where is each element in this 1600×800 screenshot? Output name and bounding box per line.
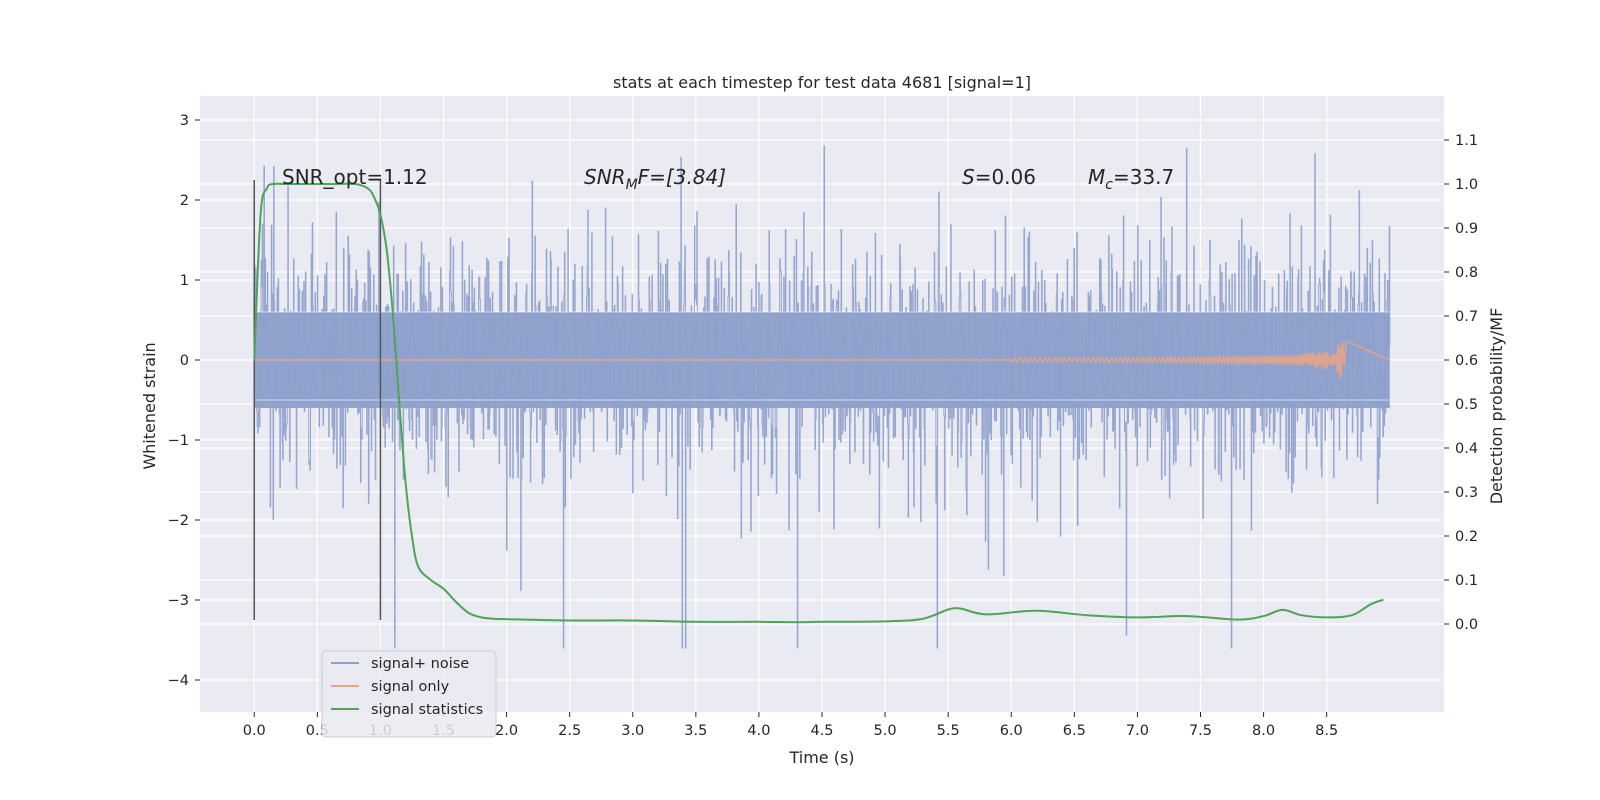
series-signal-statistics <box>253 182 1384 624</box>
x-tick-label: 3.5 <box>684 723 707 739</box>
x-axis-label: Time (s) <box>788 748 854 767</box>
x-tick-label: 5.5 <box>937 723 960 739</box>
x-tick-label: 2.5 <box>558 723 581 739</box>
y-left-tick-label: −1 <box>168 433 189 449</box>
y-right-tick-label: 0.0 <box>1455 617 1478 633</box>
chart-title: stats at each timestep for test data 468… <box>613 73 1031 92</box>
series-signal-only <box>254 340 1391 379</box>
y-right-tick-label: 0.4 <box>1455 441 1478 457</box>
x-tick-label: 4.5 <box>810 723 833 739</box>
y-left-tick-label: −3 <box>168 593 189 609</box>
x-tick-label: 4.0 <box>747 723 770 739</box>
signal-only-line <box>254 340 1391 379</box>
y-left-tick-label: −2 <box>168 513 189 529</box>
x-tick-label: 2.0 <box>495 723 518 739</box>
y-left-tick-label: 2 <box>180 193 189 209</box>
y-axis-left: 3 2 1 0 −1 −2 −3 −4 <box>168 113 200 689</box>
marker-lines <box>253 180 382 620</box>
legend-box <box>321 650 497 738</box>
annotation-mc-symbol: M <box>1088 165 1105 189</box>
y-right-tick-label: 0.8 <box>1455 265 1478 281</box>
annotation-mc: Mc=33.7 <box>1088 165 1174 193</box>
x-tick-label: 6.5 <box>1063 723 1086 739</box>
x-tick-label: 3.0 <box>621 723 644 739</box>
y-left-tick-label: −4 <box>168 673 189 689</box>
annotation-s-value: =0.06 <box>975 165 1036 189</box>
legend-label-signal-statistics: signal statistics <box>371 702 483 718</box>
y-right-tick-label: 0.6 <box>1455 353 1478 369</box>
annotation-snr-mf-sub: M <box>626 177 638 193</box>
y-right-tick-label: 0.3 <box>1455 485 1478 501</box>
x-tick-label: 6.0 <box>1000 723 1023 739</box>
annotation-snr-mf-rest: F=[3.84] <box>638 165 726 189</box>
annotation-snr-mf: SNRMF=[3.84] <box>584 165 726 193</box>
y-right-tick-label: 1.0 <box>1455 177 1478 193</box>
x-tick-label: 7.5 <box>1189 723 1212 739</box>
y-right-tick-label: 0.2 <box>1455 529 1478 545</box>
annotation-snr-opt: SNR_opt=1.12 <box>282 165 428 189</box>
x-tick-label: 7.0 <box>1126 723 1149 739</box>
annotations: SNR_opt=1.12 SNRMF=[3.84] S=0.06 Mc=33.7 <box>282 165 1174 193</box>
y-right-tick-label: 0.7 <box>1455 309 1478 325</box>
annotation-s-symbol: S <box>962 165 975 189</box>
y-right-tick-label: 1.1 <box>1455 133 1478 149</box>
x-tick-label: 8.0 <box>1252 723 1275 739</box>
legend-label-signal-only: signal only <box>371 679 450 695</box>
y-right-tick-label: 0.1 <box>1455 573 1478 589</box>
y-axis-left-label: Whitened strain <box>140 342 159 469</box>
y-axis-right: 1.1 1.0 0.9 0.8 0.7 0.6 0.5 0.4 0.3 0.2 0.1 0.0 <box>1444 133 1478 633</box>
annotation-mc-sub: c <box>1105 177 1113 193</box>
annotation-mc-value: =33.7 <box>1113 165 1174 189</box>
x-tick-label: 0.0 <box>243 723 266 739</box>
y-right-tick-label: 0.5 <box>1455 397 1478 413</box>
annotation-s: S=0.06 <box>962 165 1036 189</box>
signal-statistics-line <box>253 182 1384 624</box>
legend: signal+ noise signal only signal statist… <box>321 650 497 738</box>
y-left-tick-label: 3 <box>180 113 189 129</box>
x-tick-label: 8.5 <box>1315 723 1338 739</box>
y-right-tick-label: 0.9 <box>1455 221 1478 237</box>
y-left-tick-label: 1 <box>180 273 189 289</box>
y-axis-right-label: Detection probability/MF <box>1487 308 1506 505</box>
annotation-snr-mf-base: SNR <box>584 165 626 189</box>
x-tick-label: 5.0 <box>874 723 897 739</box>
y-left-tick-label: 0 <box>180 353 189 369</box>
legend-label-signal-noise: signal+ noise <box>371 656 469 672</box>
